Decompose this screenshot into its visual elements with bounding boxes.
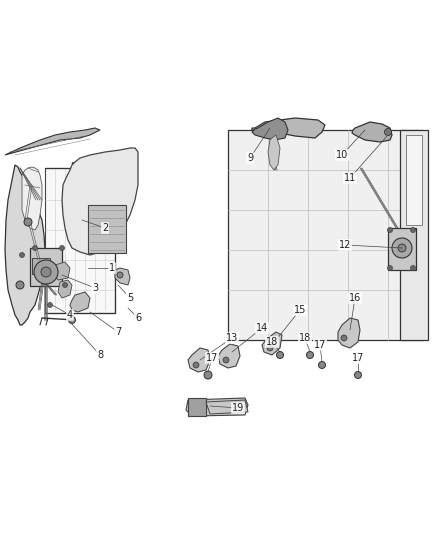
Circle shape <box>24 218 32 226</box>
Bar <box>406 135 422 225</box>
Circle shape <box>392 238 412 258</box>
Polygon shape <box>352 122 392 142</box>
Text: 8: 8 <box>97 350 103 360</box>
Polygon shape <box>186 398 248 416</box>
Text: 19: 19 <box>232 403 244 413</box>
Circle shape <box>34 260 58 284</box>
Circle shape <box>267 345 273 351</box>
Circle shape <box>204 371 212 379</box>
Bar <box>388 228 416 270</box>
Bar <box>188 398 206 416</box>
Polygon shape <box>5 165 45 325</box>
Polygon shape <box>58 280 72 298</box>
Circle shape <box>32 246 38 251</box>
Circle shape <box>41 267 51 277</box>
Polygon shape <box>62 148 138 255</box>
Text: 6: 6 <box>135 313 141 323</box>
Text: 17: 17 <box>314 340 326 350</box>
Circle shape <box>47 303 53 308</box>
Polygon shape <box>5 128 100 155</box>
Text: 7: 7 <box>115 327 121 337</box>
Circle shape <box>318 361 325 368</box>
Polygon shape <box>338 318 360 348</box>
Circle shape <box>63 282 67 287</box>
Text: 18: 18 <box>266 337 278 347</box>
Text: 17: 17 <box>352 353 364 363</box>
Circle shape <box>385 128 392 135</box>
Circle shape <box>388 228 392 232</box>
Text: 15: 15 <box>294 305 306 315</box>
Polygon shape <box>268 135 280 170</box>
Circle shape <box>20 253 25 257</box>
Text: 11: 11 <box>344 173 356 183</box>
Polygon shape <box>72 150 130 165</box>
Polygon shape <box>115 268 130 285</box>
Circle shape <box>307 351 314 359</box>
Text: 4: 4 <box>67 310 73 320</box>
Circle shape <box>60 246 64 251</box>
Text: 18: 18 <box>299 333 311 343</box>
Polygon shape <box>70 292 90 312</box>
Polygon shape <box>252 118 288 140</box>
Text: 13: 13 <box>226 333 238 343</box>
Text: 16: 16 <box>349 293 361 303</box>
Bar <box>400 130 428 340</box>
Circle shape <box>68 317 75 324</box>
Text: 5: 5 <box>127 293 133 303</box>
Text: 14: 14 <box>256 323 268 333</box>
Circle shape <box>16 281 24 289</box>
Circle shape <box>276 351 283 359</box>
Circle shape <box>341 335 347 341</box>
Bar <box>30 248 62 286</box>
Circle shape <box>354 372 361 378</box>
Polygon shape <box>188 348 210 372</box>
Circle shape <box>410 228 416 232</box>
Bar <box>45 168 115 313</box>
Circle shape <box>398 244 406 252</box>
Text: 10: 10 <box>336 150 348 160</box>
Bar <box>228 130 423 340</box>
Polygon shape <box>54 262 70 280</box>
Polygon shape <box>218 344 240 368</box>
Circle shape <box>223 357 229 363</box>
Bar <box>32 258 50 274</box>
Circle shape <box>388 265 392 271</box>
Circle shape <box>117 272 123 278</box>
Polygon shape <box>22 167 42 230</box>
Text: 2: 2 <box>102 223 108 233</box>
Polygon shape <box>252 118 325 138</box>
Text: 17: 17 <box>206 353 218 363</box>
Text: 12: 12 <box>339 240 351 250</box>
Bar <box>88 205 126 253</box>
Circle shape <box>410 265 416 271</box>
Polygon shape <box>206 400 248 414</box>
Circle shape <box>193 362 199 368</box>
Polygon shape <box>262 332 282 355</box>
Text: 1: 1 <box>109 263 115 273</box>
Text: 3: 3 <box>92 283 98 293</box>
Text: 9: 9 <box>247 153 253 163</box>
